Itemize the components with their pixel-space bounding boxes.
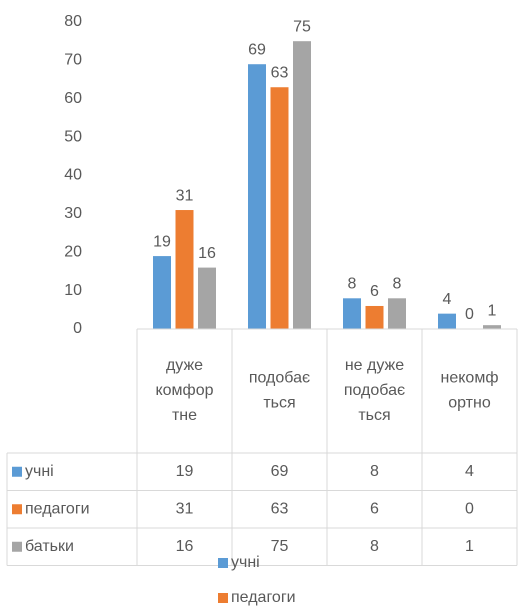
data-label: 8 xyxy=(348,276,357,293)
table-series-name: учні xyxy=(25,463,54,480)
bar xyxy=(365,305,384,329)
y-tick-label: 80 xyxy=(64,13,82,30)
legend-key xyxy=(12,504,22,515)
table-cell: 8 xyxy=(370,463,379,480)
table-cell: 69 xyxy=(271,463,289,480)
legend-key xyxy=(12,541,22,552)
table-cell: 4 xyxy=(465,463,474,480)
y-tick-label: 30 xyxy=(64,205,82,222)
bar xyxy=(483,325,501,329)
data-label: 8 xyxy=(393,276,402,293)
data-label: 1 xyxy=(488,302,497,319)
table-cell: 16 xyxy=(176,538,194,555)
y-tick-label: 10 xyxy=(64,282,82,299)
data-label: 69 xyxy=(248,41,266,58)
x-tick-label: дуже комфор тне xyxy=(155,357,213,424)
legend-key xyxy=(218,593,228,603)
data-label: 6 xyxy=(370,283,379,300)
y-tick-label: 40 xyxy=(64,167,82,184)
bar xyxy=(293,41,311,329)
y-tick-label: 60 xyxy=(64,90,82,107)
x-tick-label: некомф ортно xyxy=(441,370,499,412)
table-cell: 31 xyxy=(176,500,194,517)
table-cell: 8 xyxy=(370,538,379,555)
table-series-name: батьки xyxy=(25,538,74,555)
data-label: 0 xyxy=(465,306,474,323)
bar xyxy=(153,256,171,329)
data-label: 31 xyxy=(176,187,194,204)
legend-label: учні xyxy=(231,554,260,571)
bar xyxy=(388,298,406,329)
y-tick-label: 50 xyxy=(64,128,82,145)
table-cell: 6 xyxy=(370,500,379,517)
table-cell: 0 xyxy=(465,500,474,517)
table-cell: 75 xyxy=(271,538,289,555)
legend-key xyxy=(12,466,22,477)
x-tick-label: не дуже подобає ться xyxy=(344,357,405,424)
bar xyxy=(175,210,194,329)
bar xyxy=(248,64,266,330)
y-tick-label: 20 xyxy=(64,243,82,260)
data-label: 19 xyxy=(153,233,171,250)
table-cell: 63 xyxy=(271,500,289,517)
data-label: 75 xyxy=(293,18,311,35)
bar xyxy=(198,267,216,329)
bar xyxy=(438,313,456,329)
table-cell: 19 xyxy=(176,463,194,480)
y-tick-label: 0 xyxy=(73,320,82,337)
data-label: 16 xyxy=(198,245,216,262)
table-cell: 1 xyxy=(465,538,474,555)
legend-key xyxy=(218,558,228,568)
bar xyxy=(343,298,361,329)
x-tick-label: подобає ться xyxy=(249,370,310,412)
legend-label: педагоги xyxy=(231,589,296,606)
y-tick-label: 70 xyxy=(64,52,82,69)
bar xyxy=(270,87,289,329)
data-label: 63 xyxy=(271,64,289,81)
data-label: 4 xyxy=(443,291,452,308)
table-series-name: педагоги xyxy=(25,500,90,517)
